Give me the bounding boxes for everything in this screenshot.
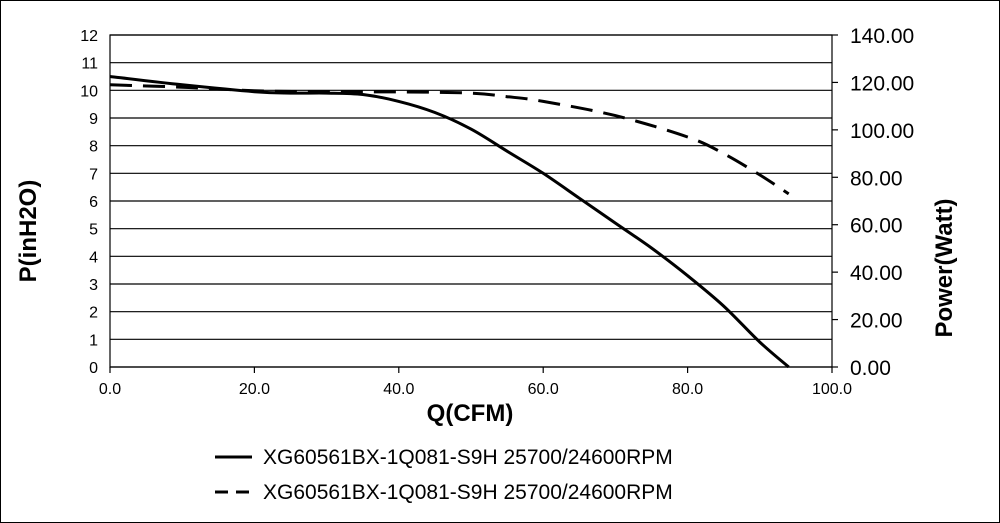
y2-tick-label: 20.00 [850, 310, 903, 333]
power-curve-line [109, 83, 790, 196]
y2-tick-label: 140.00 [850, 25, 914, 48]
y-tick-label: 1 [89, 332, 98, 349]
y2-tick-label: 100.00 [850, 120, 914, 143]
x-tick-label: 0.0 [99, 381, 121, 398]
y2-tick-label: 120.00 [850, 72, 914, 95]
y-tick-label: 9 [89, 111, 98, 128]
pressure-curve-line [109, 75, 790, 369]
x-tick-label: 60.0 [528, 381, 559, 398]
y2-axis-ticks: 0.00 20.00 40.00 60.00 80.00 100.00 120.00 140.… [832, 25, 914, 380]
legend: XG60561BX-1Q081-S9H 25700/24600RPM XG605… [215, 446, 673, 504]
x-tick-label: 20.0 [239, 381, 270, 398]
y-tick-label: 0 [89, 360, 98, 377]
y-tick-label: 4 [89, 249, 98, 266]
x-axis-ticks: 0.0 20.0 40.0 60.0 80.0 100.0 [99, 367, 852, 398]
y-tick-label: 5 [89, 222, 98, 239]
y-tick-label: 3 [89, 277, 98, 294]
legend-label-solid: XG60561BX-1Q081-S9H 25700/24600RPM [263, 446, 673, 469]
y2-tick-label: 60.00 [850, 215, 903, 238]
y-tick-label: 7 [89, 166, 98, 183]
grid-lines [110, 34, 832, 368]
y-tick-label: 12 [80, 28, 98, 45]
y-tick-label: 2 [89, 305, 98, 322]
plot-area [109, 34, 833, 368]
y2-tick-label: 40.00 [850, 262, 903, 285]
x-axis-title: Q(CFM) [427, 400, 514, 427]
x-tick-label: 40.0 [383, 381, 414, 398]
series-group [109, 75, 790, 369]
y-axis-title: P(inH2O) [15, 180, 42, 283]
y2-tick-label: 0.00 [850, 357, 891, 380]
x-tick-label: 80.0 [672, 381, 703, 398]
y2-tick-label: 80.00 [850, 167, 903, 190]
y-tick-label: 8 [89, 139, 98, 156]
y2-axis-title: Power(Watt) [931, 198, 958, 337]
y-tick-label: 6 [89, 194, 98, 211]
y-tick-label: 10 [80, 83, 98, 100]
x-tick-label: 100.0 [812, 381, 852, 398]
legend-label-dashed: XG60561BX-1Q081-S9H 25700/24600RPM [263, 481, 673, 504]
y-tick-label: 11 [81, 56, 98, 73]
